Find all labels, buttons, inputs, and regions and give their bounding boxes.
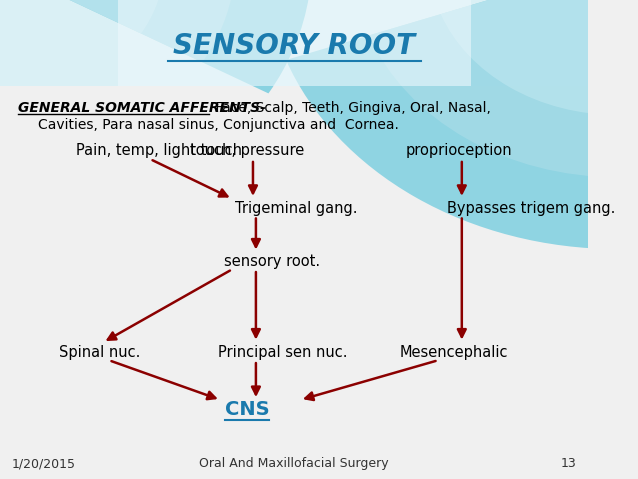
Wedge shape [369,0,618,177]
Text: Oral And Maxillofacial Surgery: Oral And Maxillofacial Surgery [199,457,389,470]
Text: proprioception: proprioception [406,143,512,159]
FancyBboxPatch shape [117,0,471,86]
Text: Face, Scalp, Teeth, Gingiva, Oral, Nasal,: Face, Scalp, Teeth, Gingiva, Oral, Nasal… [211,101,491,115]
Wedge shape [0,0,235,62]
Text: Mesencephalic: Mesencephalic [400,344,508,360]
Text: Cavities, Para nasal sinus, Conjunctiva and  Cornea.: Cavities, Para nasal sinus, Conjunctiva … [38,117,399,132]
Text: Bypasses trigem gang.: Bypasses trigem gang. [447,201,616,216]
Text: 13: 13 [561,457,577,470]
Text: 1/20/2015: 1/20/2015 [11,457,76,470]
Text: Principal sen nuc.: Principal sen nuc. [218,344,347,360]
FancyBboxPatch shape [0,0,588,86]
Text: Spinal nuc.: Spinal nuc. [59,344,140,360]
Wedge shape [0,0,165,34]
Text: Pain, temp, light touch: Pain, temp, light touch [77,143,242,159]
Wedge shape [441,0,618,115]
Text: touch, pressure: touch, pressure [190,143,304,159]
Wedge shape [0,0,312,93]
Text: CNS: CNS [225,400,269,419]
Text: SENSORY ROOT: SENSORY ROOT [173,32,415,59]
Text: sensory root.: sensory root. [223,253,320,269]
Text: GENERAL SOMATIC AFFERENTS-: GENERAL SOMATIC AFFERENTS- [18,101,265,115]
Text: Trigeminal gang.: Trigeminal gang. [235,201,358,216]
Wedge shape [286,0,618,249]
